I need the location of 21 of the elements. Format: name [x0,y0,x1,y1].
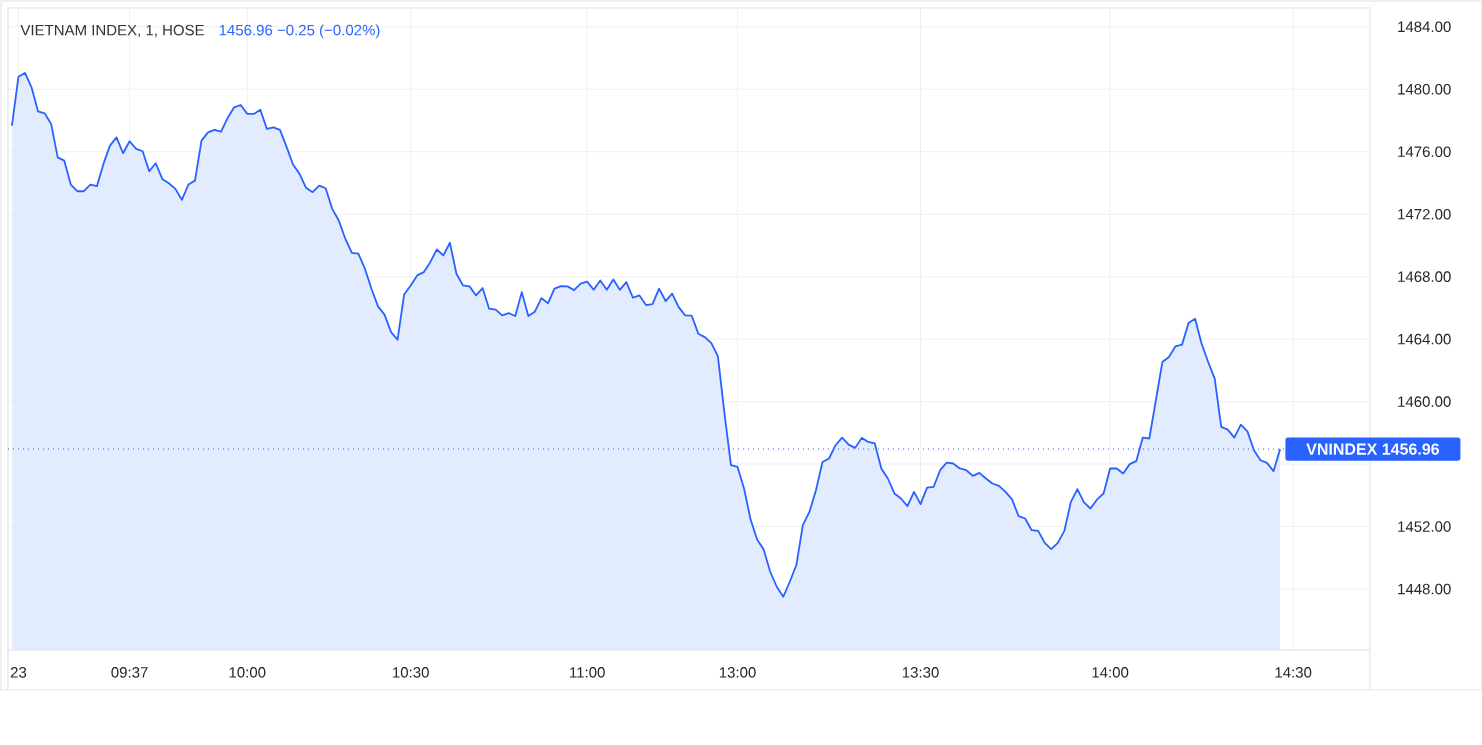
text: 1456.96 −0.25 (−0.02%) [219,24,380,39]
x-tick-label: 14:30 [1275,667,1312,678]
text: VIETNAM INDEX, 1, HOSE [20,24,204,38]
y-tick-label: 1484.00 [1398,21,1451,33]
y-tick-label: 1464.00 [1398,333,1451,345]
x-tick-label: 09:37 [111,667,148,678]
y-tick-label: 1452.00 [1398,521,1451,532]
x-tick-label: 13:00 [719,667,756,678]
x-tick-label: 23 [10,667,27,678]
x-tick-label: 14:00 [1092,667,1129,678]
y-tick-label: 1468.00 [1398,271,1451,282]
y-tick-label: 1480.00 [1398,83,1451,95]
y-tick-label: 1448.00 [1398,583,1451,595]
ref-line-label: VNINDEX 1456.96 [1306,443,1439,455]
x-tick-label: 13:30 [902,667,939,678]
x-tick-label: 11:00 [570,667,605,678]
y-tick-label: 1476.00 [1398,146,1451,158]
x-tick-label: 10:30 [393,667,429,678]
x-tick-label: 10:00 [229,667,266,678]
y-tick-label: 1460.00 [1398,396,1451,407]
y-tick-label: 1472.00 [1398,208,1451,220]
